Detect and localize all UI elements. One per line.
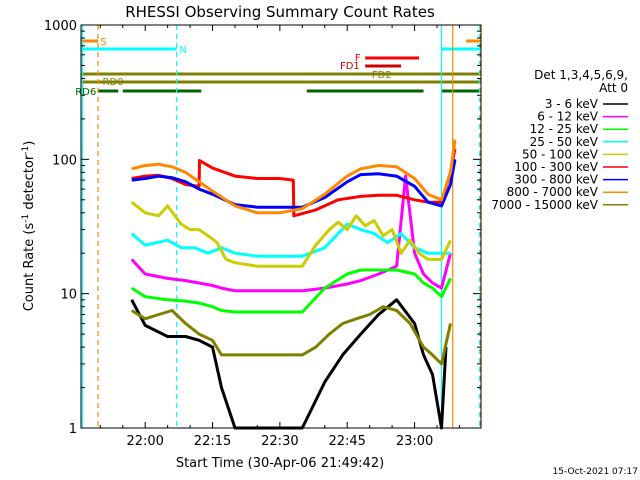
chart-title: RHESSI Observing Summary Count Rates (125, 3, 435, 21)
series-line-100-300-kev (131, 148, 457, 218)
series-line-25-50-kev (130, 222, 451, 258)
y-axis-label-part2: detector (22, 154, 37, 214)
series-line-6-12-kev (130, 174, 452, 293)
legend-label-3-6-kev: 3 - 6 keV (545, 97, 599, 111)
y-tick-label-10: 10 (60, 288, 77, 303)
x-axis: 22:00 22:15 22:30 22:45 23:00 (99, 25, 460, 449)
x-tick-label-22-00: 22:00 (126, 434, 163, 449)
series-line-12-25-kev (130, 268, 452, 314)
legend-label-25-50-kev: 25 - 50 keV (530, 135, 599, 149)
legend-label-300-800-kev: 300 - 800 keV (514, 173, 598, 187)
y-axis-label-sup2: -1 (21, 146, 31, 155)
series-line-7000-15000-kev (130, 305, 452, 366)
x-tick-label-22-45: 22:45 (328, 434, 365, 449)
footer-timestamp: 15-Oct-2021 07:17 (553, 467, 638, 477)
legend-label-12-25-kev: 12 - 25 keV (530, 122, 599, 136)
legend-label-6-12-kev: 6 - 12 keV (537, 110, 599, 124)
legend-header-line1: Det 1,3,4,5,6,9, (534, 68, 628, 82)
status-label-rd6: RD6 (75, 87, 96, 98)
legend-label-800-7000-kev: 800 - 7000 keV (507, 185, 599, 199)
series-line-800-7000-kev (131, 139, 457, 215)
status-label-n: N (179, 45, 186, 56)
x-axis-label: Start Time (30-Apr-06 21:49:42) (176, 456, 384, 471)
y-tick-label-100: 100 (52, 153, 77, 168)
y-tick-label-1000: 1000 (44, 19, 77, 34)
status-label-rd0: RD0 (103, 77, 124, 88)
status-label-fd2: FD2 (372, 70, 392, 81)
legend-header-line2: Att 0 (599, 81, 628, 95)
plot-frame (80, 24, 482, 429)
x-tick-label-22-15: 22:15 (194, 434, 231, 449)
series-line-50-100-kev (130, 201, 452, 268)
y-axis-label-part3: ) (22, 141, 37, 146)
status-label-fd1: FD1 (340, 61, 360, 72)
y-axis-label: Count Rate (s-1 detector-1) (21, 141, 37, 312)
x-tick-label-22-30: 22:30 (261, 434, 298, 449)
status-label-f: F (355, 53, 361, 64)
y-axis-label-part1: Count Rate (s (22, 223, 37, 312)
legend-label-7000-15000-kev: 7000 - 15000 keV (491, 198, 598, 212)
legend-label-100-300-kev: 100 - 300 keV (514, 160, 598, 174)
y-axis-label-sup1: -1 (21, 214, 31, 223)
y-tick-label-1: 1 (69, 422, 77, 437)
x-tick-label-23-00: 23:00 (396, 434, 433, 449)
y-axis: 1 10 100 1000 (44, 19, 481, 437)
status-label-s: S (100, 37, 106, 48)
legend-label-50-100-kev: 50 - 100 keV (522, 147, 599, 161)
